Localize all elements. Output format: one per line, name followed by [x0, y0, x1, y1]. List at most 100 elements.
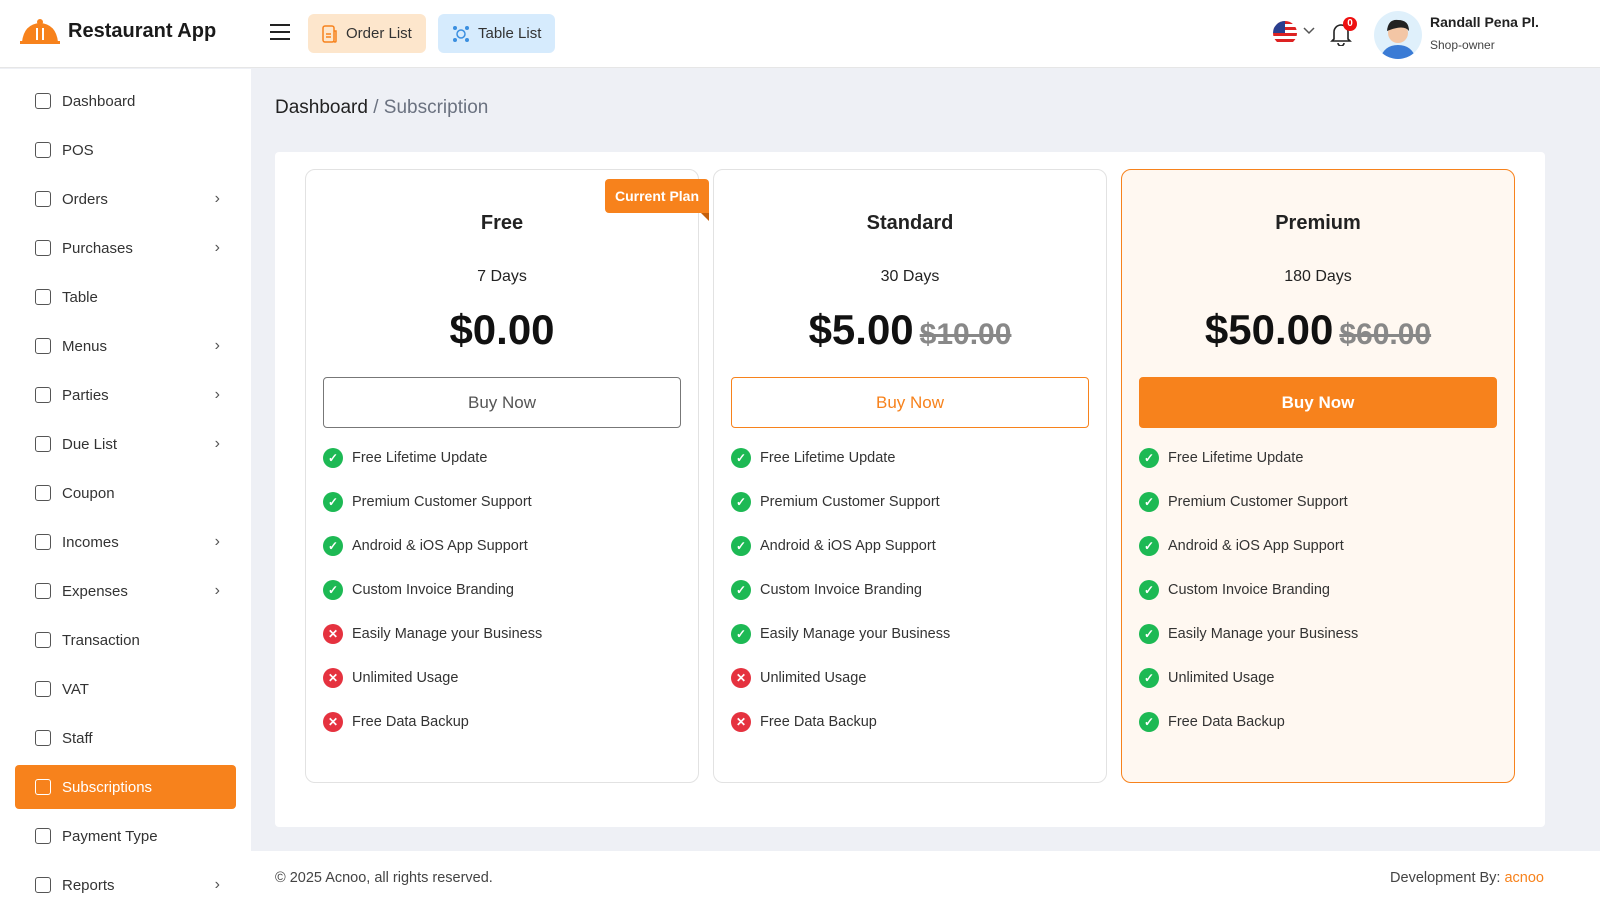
feature-label: Free Data Backup — [1168, 714, 1285, 730]
sidebar-item-label: Reports — [62, 876, 115, 894]
sidebar-item-label: Due List — [62, 435, 118, 453]
menu-toggle-icon[interactable] — [270, 24, 290, 40]
chevron-right-icon: › — [214, 337, 220, 354]
feature-label: Premium Customer Support — [760, 494, 940, 510]
dev-link[interactable]: acnoo — [1504, 870, 1544, 886]
feature-label: Premium Customer Support — [352, 494, 532, 510]
staff-icon — [35, 730, 51, 746]
plan-price: $50.00 — [1204, 306, 1334, 353]
sidebar-item-label: Menus — [62, 337, 108, 355]
chevron-right-icon: › — [214, 435, 220, 452]
sidebar-item-subscriptions[interactable]: Subscriptions — [15, 765, 236, 809]
sidebar-item-reports[interactable]: Reports › — [15, 863, 236, 907]
check-circle-icon: ✓ — [323, 580, 343, 600]
user-role: Shop-owner — [1430, 38, 1495, 52]
sidebar-item-transaction[interactable]: Transaction — [15, 618, 236, 662]
feature-label: Custom Invoice Branding — [352, 582, 514, 598]
feature-item: ✓ Free Lifetime Update — [323, 448, 487, 468]
buy-now-button[interactable]: Buy Now — [731, 377, 1089, 428]
chevron-down-icon[interactable] — [1303, 27, 1315, 35]
sidebar-item-coupon[interactable]: Coupon — [15, 471, 236, 515]
sidebar-item-pos[interactable]: POS — [15, 128, 236, 172]
feature-item: ✓ Custom Invoice Branding — [731, 580, 922, 600]
footer: © 2025 Acnoo, all rights reserved. Devel… — [251, 851, 1600, 923]
order-list-button[interactable]: Order List — [308, 14, 426, 53]
check-circle-icon: ✓ — [1139, 536, 1159, 556]
order-list-label: Order List — [346, 25, 412, 42]
table-list-button[interactable]: Table List — [438, 14, 556, 53]
feature-item: ✓ Android & iOS App Support — [731, 536, 936, 556]
feature-label: Easily Manage your Business — [352, 626, 543, 642]
x-circle-icon: ✕ — [731, 668, 751, 688]
feature-label: Unlimited Usage — [760, 670, 867, 686]
incomes-icon — [35, 534, 51, 550]
purchases-icon — [35, 240, 51, 256]
feature-item: ✕ Unlimited Usage — [323, 668, 458, 688]
expenses-icon — [35, 583, 51, 599]
sidebar-item-label: Coupon — [62, 484, 115, 502]
sidebar-item-label: Parties — [62, 386, 109, 404]
sidebar-item-orders[interactable]: Orders › — [15, 177, 236, 221]
sidebar-item-label: POS — [62, 141, 94, 159]
sidebar-item-label: Purchases — [62, 239, 133, 257]
feature-label: Custom Invoice Branding — [1168, 582, 1330, 598]
feature-label: Easily Manage your Business — [1168, 626, 1359, 642]
feature-label: Free Lifetime Update — [352, 450, 488, 466]
chevron-right-icon: › — [214, 386, 220, 403]
sidebar-item-due-list[interactable]: Due List › — [15, 422, 236, 466]
menus-icon — [35, 338, 51, 354]
sidebar-item-parties[interactable]: Parties › — [15, 373, 236, 417]
sidebar-item-staff[interactable]: Staff — [15, 716, 236, 760]
current-plan-badge: Current Plan — [605, 179, 710, 221]
receipt-icon — [322, 24, 337, 43]
sidebar-item-label: Subscriptions — [62, 778, 153, 796]
sidebar-item-expenses[interactable]: Expenses › — [15, 569, 236, 613]
chevron-right-icon: › — [214, 190, 220, 207]
feature-label: Custom Invoice Branding — [760, 582, 922, 598]
sidebar-item-dashboard[interactable]: Dashboard — [15, 79, 236, 123]
sidebar-item-incomes[interactable]: Incomes › — [15, 520, 236, 564]
x-circle-icon: ✕ — [323, 668, 343, 688]
x-circle-icon: ✕ — [323, 624, 343, 644]
plan-name: Standard — [866, 212, 954, 234]
check-circle-icon: ✓ — [323, 536, 343, 556]
feature-item: ✕ Free Data Backup — [323, 712, 469, 732]
feature-label: Android & iOS App Support — [1168, 538, 1344, 554]
plan-name: Premium — [1275, 212, 1361, 234]
sidebar-item-label: Transaction — [62, 631, 140, 649]
us-flag-icon[interactable] — [1273, 21, 1297, 45]
parties-icon — [35, 387, 51, 403]
buy-now-button[interactable]: Buy Now — [1139, 377, 1497, 428]
feature-item: ✓ Premium Customer Support — [1139, 492, 1348, 512]
check-circle-icon: ✓ — [1139, 624, 1159, 644]
feature-item: ✓ Android & iOS App Support — [1139, 536, 1344, 556]
avatar[interactable] — [1374, 11, 1422, 59]
transaction-icon — [35, 632, 51, 648]
buy-now-button[interactable]: Buy Now — [323, 377, 681, 428]
sidebar-item-label: Incomes — [62, 533, 119, 551]
plan-duration: 7 Days — [477, 268, 527, 285]
vat-icon — [35, 681, 51, 697]
check-circle-icon: ✓ — [1139, 448, 1159, 468]
feature-label: Free Data Backup — [352, 714, 469, 730]
plan-old-price: $10.00 — [919, 318, 1012, 351]
sidebar-item-label: Staff — [62, 729, 93, 747]
feature-item: ✓ Free Lifetime Update — [1139, 448, 1303, 468]
orders-icon — [35, 191, 51, 207]
check-circle-icon: ✓ — [1139, 580, 1159, 600]
sidebar-item-payment-type[interactable]: Payment Type — [15, 814, 236, 858]
breadcrumb-separator: / — [367, 97, 384, 118]
breadcrumb-root[interactable]: Dashboard — [275, 97, 368, 118]
coupon-icon — [35, 485, 51, 501]
sidebar-item-menus[interactable]: Menus › — [15, 324, 236, 368]
sidebar-item-vat[interactable]: VAT — [15, 667, 236, 711]
plan-card-standard: Standard 30 Days $5.00 $10.00 Buy Now ✓ Free L… — [713, 169, 1107, 783]
sidebar-item-table[interactable]: Table — [15, 275, 236, 319]
feature-item: ✓ Custom Invoice Branding — [1139, 580, 1330, 600]
sidebar-item-purchases[interactable]: Purchases › — [15, 226, 236, 270]
logo[interactable]: Restaurant App — [20, 18, 216, 44]
feature-item: ✓ Easily Manage your Business — [731, 624, 950, 644]
sidebar-item-label: Table — [62, 288, 98, 306]
check-circle-icon: ✓ — [1139, 712, 1159, 732]
sidebar-item-label: Orders — [62, 190, 108, 208]
